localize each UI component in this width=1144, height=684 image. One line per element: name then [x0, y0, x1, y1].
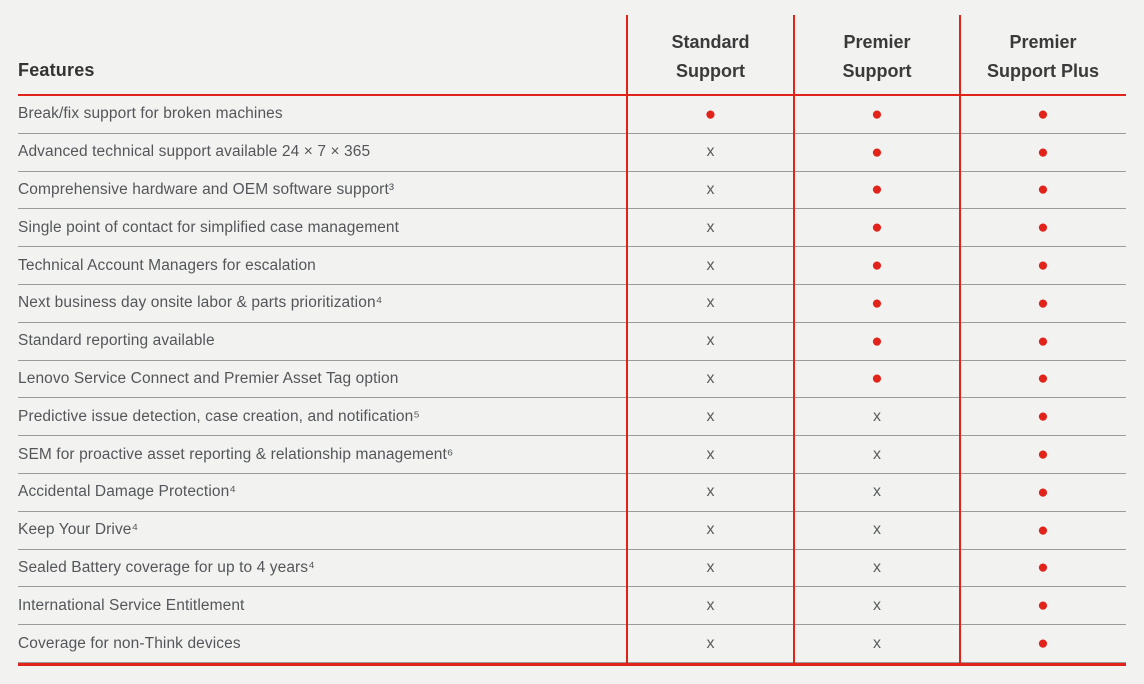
feature-label: Sealed Battery coverage for up to 4 year…: [18, 558, 315, 576]
cell-premier-support: ●: [871, 217, 883, 239]
table-row: Technical Account Managers for escalatio…: [18, 247, 1126, 285]
cell-premier-support: ●: [871, 330, 883, 352]
cell-premier-support: ●: [871, 255, 883, 277]
cell-premier-support: x: [873, 596, 881, 614]
cell-premier-support: ●: [871, 141, 883, 163]
cell-premier-support: x: [873, 483, 881, 501]
table-bottom-rule: [18, 662, 1126, 666]
cell-standard-support: x: [706, 407, 715, 425]
column-divider-1: [626, 15, 628, 666]
column-header-premier-support: Premier Support: [842, 31, 912, 81]
cell-premier-support: ●: [871, 292, 883, 314]
cell-standard-support: x: [706, 180, 715, 198]
cell-standard-support: x: [706, 143, 715, 161]
cell-standard-support: x: [706, 218, 715, 236]
features-column-header: Features: [18, 60, 95, 80]
comparison-table: Features Standard Support Premier Suppor…: [18, 15, 1126, 666]
feature-label: Accidental Damage Protection⁴: [18, 483, 237, 501]
table-header-row: Features Standard Support Premier Suppor…: [18, 15, 1126, 96]
feature-label: Keep Your Drive⁴: [18, 521, 139, 539]
table-row: Break/fix support for broken machines ● …: [18, 96, 1126, 134]
cell-premier-support: x: [873, 558, 881, 576]
cell-premier-support-plus: ●: [1037, 217, 1049, 239]
feature-label: Lenovo Service Connect and Premier Asset…: [18, 369, 399, 387]
cell-premier-support-plus: ●: [1037, 141, 1049, 163]
feature-label: Next business day onsite labor & parts p…: [18, 294, 383, 312]
column-divider-2: [793, 15, 795, 666]
feature-label: SEM for proactive asset reporting & rela…: [18, 445, 454, 463]
table-row: Comprehensive hardware and OEM software …: [18, 172, 1126, 210]
cell-premier-support-plus: ●: [1037, 481, 1049, 503]
table-row: Standard reporting available x ● ●: [18, 323, 1126, 361]
feature-label: Advanced technical support available 24 …: [18, 143, 371, 161]
cell-premier-support: ●: [871, 179, 883, 201]
feature-label: Predictive issue detection, case creatio…: [18, 407, 420, 425]
cell-premier-support: ●: [871, 368, 883, 390]
feature-label: Standard reporting available: [18, 332, 215, 350]
cell-premier-support-plus: ●: [1037, 179, 1049, 201]
cell-premier-support: x: [873, 407, 881, 425]
table-row: Keep Your Drive⁴ x x ●: [18, 512, 1126, 550]
table-row: Accidental Damage Protection⁴ x x ●: [18, 474, 1126, 512]
feature-label: Technical Account Managers for escalatio…: [18, 256, 316, 274]
cell-premier-support-plus: ●: [1037, 368, 1049, 390]
cell-standard-support: x: [706, 256, 715, 274]
cell-premier-support-plus: ●: [1037, 292, 1049, 314]
cell-standard-support: x: [706, 521, 715, 539]
cell-standard-support: x: [706, 294, 715, 312]
table-row: Lenovo Service Connect and Premier Asset…: [18, 361, 1126, 399]
table-row: Advanced technical support available 24 …: [18, 134, 1126, 172]
column-divider-3: [959, 15, 961, 666]
cell-premier-support-plus: ●: [1037, 103, 1049, 125]
feature-label: Coverage for non-Think devices: [18, 634, 241, 652]
table-row: Next business day onsite labor & parts p…: [18, 285, 1126, 323]
table-row: Single point of contact for simplified c…: [18, 209, 1126, 248]
feature-label: Single point of contact for simplified c…: [18, 218, 400, 236]
cell-standard-support: x: [706, 369, 715, 387]
cell-standard-support: x: [706, 483, 715, 501]
feature-label: Comprehensive hardware and OEM software …: [18, 180, 395, 198]
cell-premier-support-plus: ●: [1037, 595, 1049, 617]
table-row: Sealed Battery coverage for up to 4 year…: [18, 550, 1126, 588]
cell-standard-support: x: [706, 332, 715, 350]
table-row: International Service Entitlement x x ●: [18, 587, 1126, 626]
cell-premier-support-plus: ●: [1037, 557, 1049, 579]
cell-standard-support: x: [706, 445, 715, 463]
cell-premier-support-plus: ●: [1037, 633, 1049, 655]
cell-premier-support-plus: ●: [1037, 519, 1049, 541]
feature-label: International Service Entitlement: [18, 596, 245, 614]
cell-premier-support: x: [873, 445, 881, 463]
cell-premier-support: ●: [871, 103, 883, 125]
cell-premier-support: x: [873, 634, 881, 652]
cell-premier-support-plus: ●: [1037, 255, 1049, 277]
table-row: Coverage for non-Think devices x x ●: [18, 625, 1126, 663]
cell-standard-support: x: [706, 558, 715, 576]
cell-premier-support: x: [873, 521, 881, 539]
column-header-standard-support: Standard Support: [671, 31, 750, 81]
table-row: Predictive issue detection, case creatio…: [18, 398, 1126, 437]
cell-standard-support: x: [706, 596, 715, 614]
cell-standard-support: ●: [704, 103, 717, 125]
cell-premier-support-plus: ●: [1037, 406, 1049, 428]
column-header-premier-support-plus: Premier Support Plus: [987, 31, 1099, 81]
cell-premier-support-plus: ●: [1037, 444, 1049, 466]
cell-standard-support: x: [706, 634, 715, 652]
feature-label: Break/fix support for broken machines: [18, 105, 283, 123]
cell-premier-support-plus: ●: [1037, 330, 1049, 352]
table-row: SEM for proactive asset reporting & rela…: [18, 436, 1126, 474]
